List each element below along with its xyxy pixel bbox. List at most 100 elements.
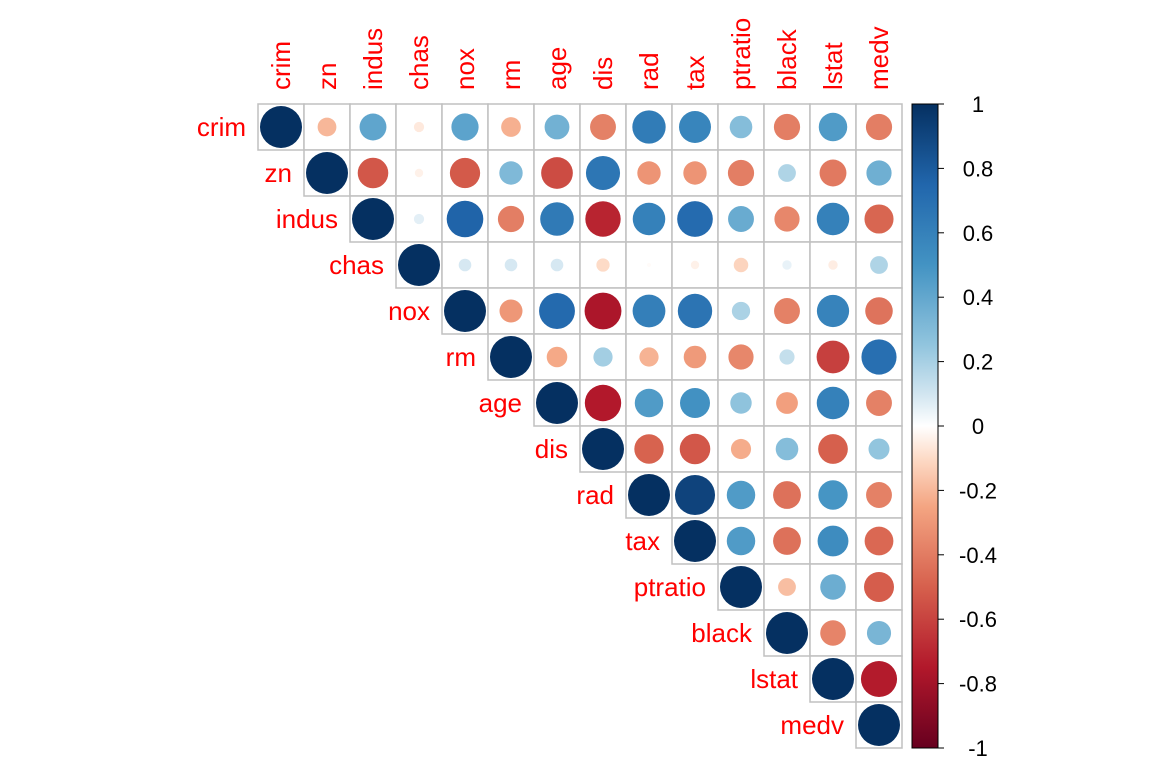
corr-circle-age-medv (866, 390, 892, 416)
colorbar-tick-label: 0.2 (963, 350, 994, 375)
corr-circle-dis-dis (582, 428, 624, 470)
corr-circle-nox-nox (444, 290, 486, 332)
corr-circle-age-ptratio (730, 392, 752, 414)
corr-circle-zn-black (778, 164, 796, 182)
corr-circle-rad-rad (628, 474, 670, 516)
corr-circle-tax-medv (864, 526, 894, 556)
corr-circle-crim-black (773, 113, 801, 141)
corr-circle-lstat-medv (860, 660, 898, 698)
corr-circle-crim-rm (501, 117, 521, 137)
colorbar-tick-label: -1 (968, 736, 988, 761)
colorbar-tick-label: -0.2 (959, 478, 997, 503)
corr-circle-crim-dis (590, 114, 616, 140)
corr-circle-rm-medv (861, 339, 897, 375)
col-label-crim: crim (266, 41, 296, 90)
corr-circle-age-age (536, 382, 578, 424)
corr-circle-nox-black (774, 298, 800, 324)
corr-circle-chas-medv (870, 256, 888, 274)
col-label-age: age (542, 47, 572, 90)
col-label-lstat: lstat (818, 42, 848, 90)
colorbar-tick-label: 0 (972, 414, 984, 439)
corr-circle-zn-lstat (819, 159, 847, 187)
corr-circle-crim-nox (451, 113, 479, 141)
corr-circle-rad-tax (674, 474, 716, 516)
corr-circle-rm-tax (683, 345, 707, 369)
corr-circle-chas-age (550, 258, 564, 272)
corr-circle-tax-tax (674, 520, 716, 562)
corr-circle-chas-dis (596, 258, 610, 272)
row-label-nox: nox (388, 296, 430, 326)
corr-circle-crim-zn (317, 117, 337, 137)
corr-circle-nox-dis (584, 292, 622, 330)
corr-circle-ptratio-medv (864, 572, 894, 602)
colorbar-tick-label: -0.8 (959, 672, 997, 697)
colorbar-tick-label: 0.8 (963, 156, 994, 181)
corr-circle-indus-lstat (816, 202, 850, 236)
corr-circle-nox-lstat (816, 294, 850, 328)
row-label-chas: chas (329, 250, 384, 280)
corr-circle-indus-tax (677, 201, 713, 237)
corr-circle-indus-rm (497, 205, 525, 233)
row-label-rad: rad (576, 480, 614, 510)
corr-circle-ptratio-black (778, 578, 796, 596)
corr-circle-chas-rad (646, 262, 652, 268)
corr-circle-rad-medv (866, 482, 892, 508)
colorbar-tick-label: 1 (972, 92, 984, 117)
correlation-circles (260, 106, 900, 746)
corr-circle-crim-crim (260, 106, 302, 148)
corr-circle-age-tax (680, 388, 710, 418)
corr-circle-indus-nox (446, 200, 484, 238)
corr-circle-indus-ptratio (728, 206, 754, 232)
row-label-tax: tax (625, 526, 660, 556)
row-label-medv: medv (780, 710, 844, 740)
cell-grid (257, 103, 903, 749)
corr-circle-zn-ptratio (727, 159, 755, 187)
corr-circle-zn-age (541, 157, 573, 189)
col-label-indus: indus (358, 28, 388, 90)
corr-circle-zn-rm (499, 161, 523, 185)
colorbar-tick-label: -0.4 (959, 543, 997, 568)
color-legend: 1 0.8 0.6 0.4 0.2 0 -0.2 -0.4 -0.6 -0.8 -1 (911, 92, 997, 761)
row-label-zn: zn (265, 158, 292, 188)
corr-circle-zn-indus (357, 157, 389, 189)
corr-circle-crim-ptratio (729, 115, 753, 139)
grid-cell (579, 103, 627, 151)
col-label-chas: chas (404, 35, 434, 90)
variable-labels: crimzninduschasnoxrmagedisradtaxptratiob… (197, 18, 894, 740)
corr-circle-indus-rad (632, 202, 666, 236)
corr-circle-chas-chas (398, 244, 440, 286)
col-label-dis: dis (588, 57, 618, 90)
corr-circle-crim-indus (359, 113, 387, 141)
corr-circle-age-black (776, 392, 798, 414)
corr-circle-indus-black (774, 206, 800, 232)
corr-circle-ptratio-ptratio (720, 566, 762, 608)
corr-circle-rad-black (773, 481, 801, 509)
corr-circle-tax-black (773, 527, 801, 555)
corr-circle-crim-tax (679, 111, 711, 143)
corr-circle-rad-ptratio (726, 480, 756, 510)
corr-circle-rm-lstat (816, 340, 850, 374)
row-label-black: black (691, 618, 753, 648)
corr-circle-nox-age (539, 293, 575, 329)
corr-circle-nox-rm (499, 299, 523, 323)
grid-cell (855, 103, 903, 151)
corr-circle-rm-dis (593, 347, 613, 367)
corr-circle-dis-tax (679, 433, 711, 465)
corr-circle-chas-nox (458, 258, 472, 272)
corr-circle-age-lstat (816, 386, 850, 420)
corr-circle-rm-rm (490, 336, 532, 378)
corr-circle-nox-tax (677, 293, 713, 329)
corr-circle-indus-medv (864, 204, 894, 234)
corr-circle-zn-tax (683, 161, 707, 185)
col-label-medv: medv (864, 26, 894, 90)
corr-circle-rm-age (546, 346, 568, 368)
corr-circle-indus-age (540, 202, 574, 236)
row-label-lstat: lstat (750, 664, 798, 694)
corr-circle-chas-black (782, 260, 792, 270)
grid-cell (855, 471, 903, 519)
corr-circle-age-rad (634, 388, 664, 418)
corr-circle-dis-medv (868, 438, 890, 460)
corr-circle-indus-dis (585, 201, 621, 237)
corr-circle-chas-rm (504, 258, 518, 272)
corr-circle-nox-medv (865, 297, 893, 325)
